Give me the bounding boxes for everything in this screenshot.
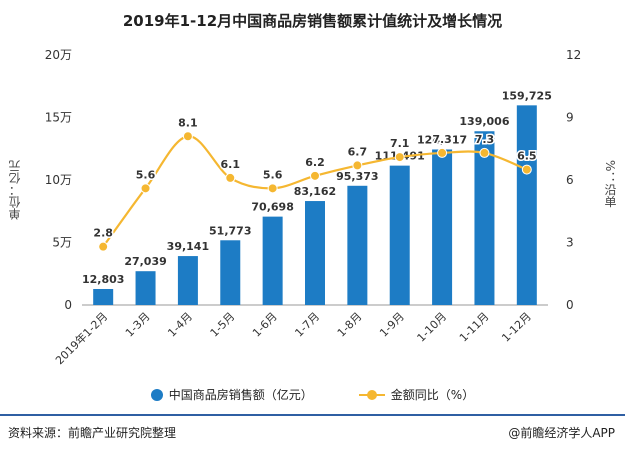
- growth-point: [267, 183, 278, 194]
- growth-point: [310, 170, 320, 181]
- bar-value-label: 27,039: [124, 255, 166, 268]
- x-tick-label: 1-11月: [457, 310, 492, 345]
- growth-value-label: 2.8: [93, 227, 113, 240]
- bar: [305, 201, 325, 305]
- x-tick-label: 1-4月: [165, 310, 195, 340]
- bar: [474, 131, 495, 305]
- bar-value-label: 159,725: [502, 89, 552, 102]
- legend-line-marker: [358, 389, 385, 401]
- footer: 资料来源：前瞻产业研究院整理 @前瞻经济学人APP: [0, 414, 625, 450]
- source-note: 资料来源：前瞻产业研究院整理: [8, 426, 177, 440]
- growth-value-label: 7.1: [390, 137, 410, 150]
- bar: [432, 149, 453, 305]
- bar-value-label: 95,373: [336, 170, 378, 183]
- x-tick-label: 1-6月: [250, 310, 280, 340]
- y-left-tick-label: 5万: [52, 236, 72, 250]
- x-tick-label: 1-10月: [415, 310, 450, 345]
- bar: [347, 185, 368, 305]
- y-right-tick-label: 12: [566, 48, 581, 62]
- growth-point: [479, 147, 490, 158]
- x-tick-label: 1-9月: [377, 310, 407, 340]
- y-right-tick-label: 6: [566, 173, 574, 187]
- chart-canvas: 0 5万 10万 15万 20万 0 3 6 9 12 12,80327,03939,14151,7…: [45, 48, 582, 367]
- growth-point: [98, 241, 109, 252]
- y-axis-left-label: 单位：亿元: [8, 160, 22, 220]
- y-left-tick-label: 15万: [45, 111, 72, 125]
- bar-value-label: 139,006: [459, 115, 509, 128]
- legend-bar-marker: [150, 388, 163, 401]
- growth-value-label: 8.1: [178, 116, 198, 129]
- growth-value-label: 6.1: [221, 158, 241, 171]
- brand-credit: @前瞻经济学人APP: [508, 426, 615, 440]
- x-tick-label: 1-5月: [208, 310, 238, 340]
- legend-label-growth: 金额同比（%）: [390, 388, 475, 402]
- growth-point: [140, 183, 151, 194]
- x-tick-label: 1-3月: [123, 310, 153, 340]
- growth-value-label: 6.7: [348, 145, 368, 158]
- y-right-tick-label: 3: [566, 236, 574, 250]
- growth-value-label: 6.5: [517, 150, 537, 163]
- legend: 中国商品房销售额（亿元） 金额同比（%）: [0, 386, 625, 403]
- y-right-tick-label: 9: [566, 111, 574, 125]
- legend-item-growth: 金额同比（%）: [358, 386, 475, 403]
- growth-point: [521, 164, 532, 175]
- bar: [93, 288, 114, 305]
- x-tick-label: 1-7月: [292, 310, 322, 340]
- growth-point: [352, 160, 363, 171]
- growth-value-label: 6.2: [305, 156, 325, 169]
- y-left-tick-label: 0: [64, 298, 72, 312]
- growth-value-label: 5.6: [136, 168, 156, 181]
- bar-value-label: 124,417: [417, 133, 467, 146]
- x-tick-label: 1-12月: [499, 310, 534, 345]
- y-left-tick-label: 20万: [45, 48, 72, 62]
- y-left-tick-label: 10万: [45, 173, 72, 187]
- y-axis-right-label: %：沿单: [603, 160, 617, 208]
- growth-point: [182, 131, 193, 142]
- bar-value-label: 70,698: [251, 201, 293, 214]
- x-tick-label: 2019年1-2月: [52, 309, 110, 367]
- bar: [262, 216, 283, 305]
- growth-point: [394, 152, 405, 163]
- bar: [135, 271, 156, 305]
- bar-value-label: 83,162: [294, 185, 336, 198]
- bar: [516, 105, 537, 305]
- bar: [220, 240, 241, 305]
- chart-title: 2019年1-12月中国商品房销售额累计值统计及增长情况: [122, 12, 503, 30]
- growth-value-label: 7.3: [432, 133, 452, 146]
- bar-value-label: 39,141: [167, 240, 209, 253]
- y-right-tick-label: 0: [566, 298, 574, 312]
- growth-point: [225, 172, 236, 183]
- bar: [177, 256, 198, 305]
- x-tick-label: 1-8月: [335, 310, 365, 340]
- growth-point: [437, 147, 448, 158]
- bar: [389, 165, 410, 305]
- legend-label-sales: 中国商品房销售额（亿元）: [168, 388, 313, 402]
- bar-value-label: 12,803: [82, 273, 124, 286]
- legend-item-sales: 中国商品房销售额（亿元）: [150, 386, 313, 403]
- bar-value-label: 51,773: [209, 224, 251, 237]
- growth-value-label: 5.6: [263, 168, 283, 181]
- growth-value-label: 7.3: [475, 133, 495, 146]
